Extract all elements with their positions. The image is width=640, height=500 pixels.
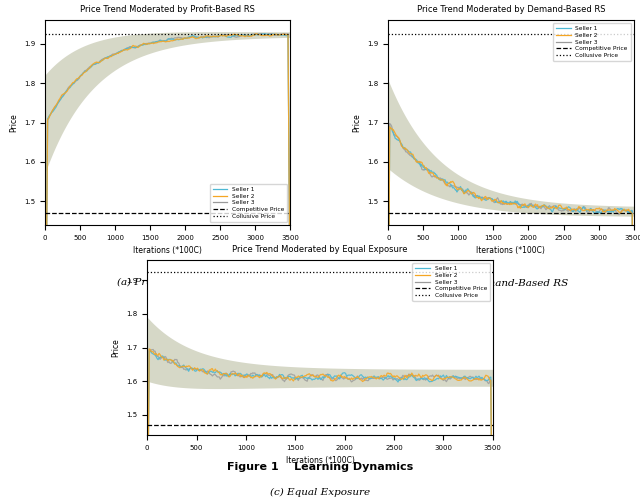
Text: (c) Equal Exposure: (c) Equal Exposure (270, 488, 370, 496)
Text: Figure 1    Learning Dynamics: Figure 1 Learning Dynamics (227, 462, 413, 472)
Y-axis label: Price: Price (9, 113, 19, 132)
Title: Price Trend Moderated by Demand-Based RS: Price Trend Moderated by Demand-Based RS (417, 4, 605, 14)
X-axis label: Iterations (*100C): Iterations (*100C) (477, 246, 545, 256)
Title: Price Trend Moderated by Equal Exposure: Price Trend Moderated by Equal Exposure (232, 244, 408, 254)
Text: (b) Demand-Based RS: (b) Demand-Based RS (453, 278, 568, 287)
Y-axis label: Price: Price (353, 113, 362, 132)
X-axis label: Iterations (*100C): Iterations (*100C) (133, 246, 202, 256)
Text: (a) Profit-Based RS: (a) Profit-Based RS (117, 278, 218, 287)
X-axis label: Iterations (*100C): Iterations (*100C) (285, 456, 355, 466)
Legend: Seller 1, Seller 2, Seller 3, Competitive Price, Collusive Price: Seller 1, Seller 2, Seller 3, Competitiv… (412, 263, 490, 301)
Legend: Seller 1, Seller 2, Seller 3, Competitive Price, Collusive Price: Seller 1, Seller 2, Seller 3, Competitiv… (553, 23, 630, 61)
Y-axis label: Price: Price (111, 338, 121, 357)
Title: Price Trend Moderated by Profit-Based RS: Price Trend Moderated by Profit-Based RS (80, 4, 255, 14)
Legend: Seller 1, Seller 2, Seller 3, Competitive Price, Collusive Price: Seller 1, Seller 2, Seller 3, Competitiv… (210, 184, 287, 222)
